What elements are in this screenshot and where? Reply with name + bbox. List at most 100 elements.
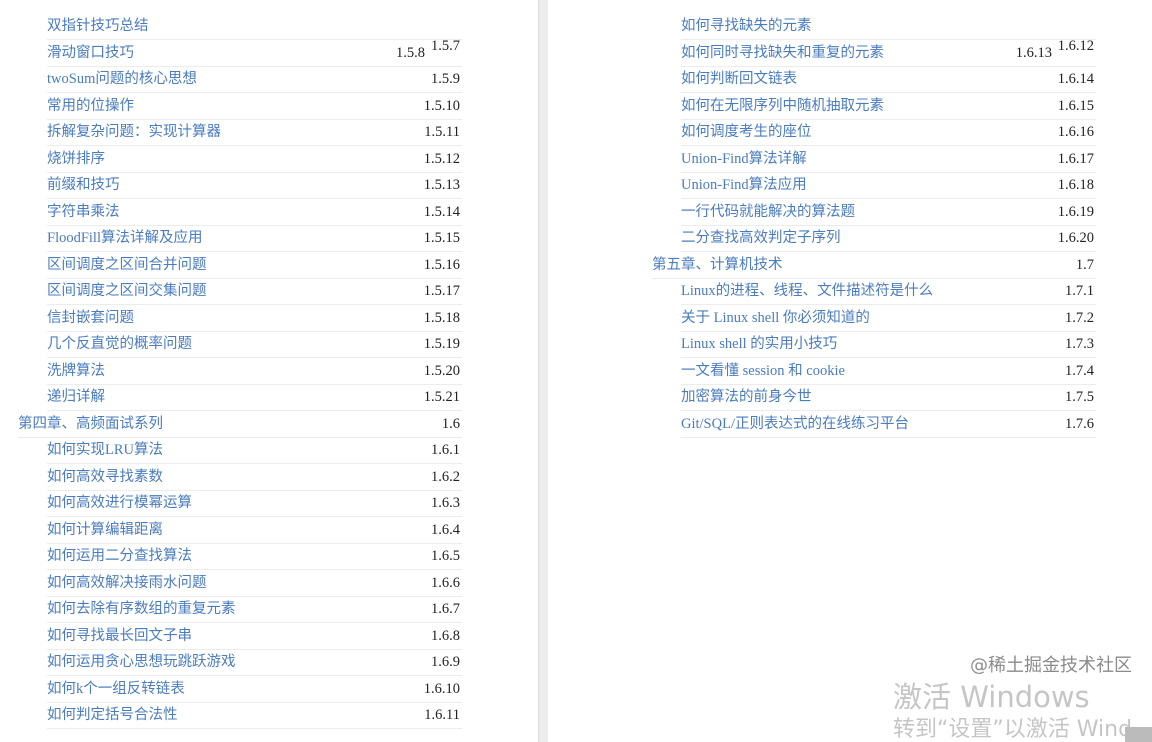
- toc-row: FloodFill算法详解及应用 1.5.15: [0, 225, 538, 252]
- toc-section-number: 1.7.3: [1065, 336, 1094, 352]
- toc-section-number: 1.6.9: [431, 654, 460, 670]
- toc-entry-link[interactable]: 关于 Linux shell 你必须知道的: [681, 309, 870, 326]
- row-divider: [47, 330, 462, 332]
- toc-entry-link[interactable]: 几个反直觉的概率问题: [47, 336, 192, 352]
- toc-entry-link[interactable]: 如何高效解决接雨水问题: [47, 574, 207, 591]
- row-divider: [47, 701, 462, 703]
- row-divider: [47, 569, 462, 570]
- toc-entry-link[interactable]: 如何k个一组反转链表: [47, 680, 185, 697]
- toc-section-number: 1.6.14: [1057, 71, 1094, 87]
- toc-entry-link[interactable]: 如何去除有序数组的重复元素: [47, 601, 236, 617]
- row-divider: [681, 304, 1096, 305]
- toc-row: 字符串乘法 1.5.14: [0, 199, 538, 226]
- toc-row: 如何高效进行模幂运算 1.6.3: [0, 490, 538, 517]
- toc-entry-link[interactable]: Union-Find算法详解: [681, 150, 807, 167]
- row-divider: [47, 92, 462, 93]
- toc-entry-link[interactable]: twoSum问题的核心思想: [47, 71, 197, 87]
- toc-entry-link[interactable]: 如何寻找最长回文子串: [47, 627, 192, 644]
- row-divider: [47, 118, 462, 120]
- toc-row: 区间调度之区间交集问题 1.5.17: [0, 278, 538, 305]
- toc-row: Git/SQL/正则表达式的在线练习平台 1.7.6: [548, 411, 1152, 438]
- toc-entry-link[interactable]: 双指针技巧总结: [47, 18, 149, 34]
- toc-row: 二分查找高效判定子序列 1.6.20: [548, 225, 1152, 252]
- row-divider: [681, 357, 1096, 358]
- toc-section-number: 1.5.21: [423, 389, 460, 405]
- row-divider: [47, 648, 462, 650]
- toc-section-number: 1.5.14: [423, 203, 460, 220]
- toc-chapter-link[interactable]: 第五章、计算机技术: [652, 256, 783, 273]
- toc-entry-link[interactable]: 如何寻找缺失的元素: [681, 18, 812, 34]
- toc-entry-link[interactable]: Linux shell 的实用小技巧: [681, 336, 838, 352]
- toc-section-number: 1.7.4: [1065, 362, 1094, 379]
- toc-entry-link[interactable]: 区间调度之区间合并问题: [47, 256, 207, 273]
- toc-entry-link[interactable]: FloodFill算法详解及应用: [47, 230, 203, 246]
- toc-row: 关于 Linux shell 你必须知道的 1.7.2: [548, 305, 1152, 332]
- toc-section-number: 1.5.16: [423, 256, 460, 273]
- row-divider: [47, 728, 462, 729]
- toc-section-number: 1.5.11: [424, 124, 460, 140]
- toc-row: 烧饼排序 1.5.12: [0, 146, 538, 173]
- toc-section-number: 1.6.6: [431, 574, 460, 591]
- toc-section-number: 1.5.17: [423, 283, 460, 299]
- toc-entry-link[interactable]: 滑动窗口技巧: [47, 44, 134, 61]
- toc-entry-link[interactable]: Git/SQL/正则表达式的在线练习平台: [681, 415, 909, 432]
- left-page: 双指针技巧总结 滑动窗口技巧 1.5.7 1.5.8 twoSum问题的核心思想 1.5.…: [0, 0, 538, 742]
- toc-entry-link[interactable]: 二分查找高效判定子序列: [681, 230, 841, 246]
- toc-row: 如何高效解决接雨水问题 1.6.6: [0, 570, 538, 597]
- toc-section-number: 1.6.20: [1057, 230, 1094, 246]
- toc-entry-link[interactable]: 烧饼排序: [47, 150, 105, 167]
- toc-section-number: 1.6.5: [431, 548, 460, 564]
- toc-row: 洗牌算法 1.5.20: [0, 358, 538, 385]
- toc-row: 如何计算编辑距离 1.6.4: [0, 517, 538, 544]
- toc-section-number: 1.6.18: [1057, 177, 1094, 193]
- toc-entry-link[interactable]: 如何判断回文链表: [681, 71, 797, 87]
- row-divider: [681, 145, 1096, 146]
- toc-entry-link[interactable]: 如何计算编辑距离: [47, 521, 163, 538]
- toc-entry-link[interactable]: 前缀和技巧: [47, 177, 120, 193]
- toc-entry-link[interactable]: 如何实现LRU算法: [47, 442, 163, 458]
- row-divider: [681, 224, 1096, 226]
- toc-entry-link[interactable]: 如何调度考生的座位: [681, 124, 812, 140]
- toc-row: 如何寻找缺失的元素: [548, 13, 1152, 40]
- toc-entry-link[interactable]: Union-Find算法应用: [681, 177, 807, 193]
- toc-row: 第五章、计算机技术 1.7: [548, 252, 1152, 279]
- toc-entry-link[interactable]: 如何高效进行模幂运算: [47, 495, 192, 511]
- row-divider: [652, 277, 1096, 279]
- toc-entry-link[interactable]: 区间调度之区间交集问题: [47, 283, 207, 299]
- row-divider: [47, 39, 462, 40]
- toc-row: 如何k个一组反转链表 1.6.10: [0, 676, 538, 703]
- toc-entry-link[interactable]: 如何在无限序列中随机抽取元素: [681, 97, 884, 114]
- toc-entry-link[interactable]: 加密算法的前身今世: [681, 389, 812, 405]
- toc-entry-link[interactable]: 如何高效寻找素数: [47, 468, 163, 485]
- row-divider: [47, 277, 462, 279]
- toc-entry-link[interactable]: Linux的进程、线程、文件描述符是什么: [681, 283, 934, 299]
- row-divider: [47, 516, 462, 517]
- toc-entry-link[interactable]: 如何同时寻找缺失和重复的元素: [681, 44, 884, 61]
- toc-entry-link[interactable]: 一文看懂 session 和 cookie: [681, 362, 845, 379]
- toc-chapter-link[interactable]: 第四章、高频面试系列: [18, 415, 163, 432]
- toc-entry-link[interactable]: 如何运用贪心思想玩跳跃游戏: [47, 654, 236, 670]
- toc-section-number: 1.5.15: [423, 230, 460, 246]
- toc-entry-link[interactable]: 信封嵌套问题: [47, 309, 134, 326]
- toc-section-number: 1.6: [441, 415, 460, 432]
- toc-entry-link[interactable]: 递归详解: [47, 389, 105, 405]
- toc-section-number: 1.6.16: [1057, 124, 1094, 140]
- toc-row: 双指针技巧总结: [0, 13, 538, 40]
- row-divider: [47, 463, 462, 464]
- row-divider: [47, 145, 462, 146]
- row-divider: [47, 304, 462, 305]
- toc-entry-link[interactable]: 一行代码就能解决的算法题: [681, 203, 855, 220]
- toc-entry-link[interactable]: 洗牌算法: [47, 362, 105, 379]
- toc-entry-link[interactable]: 常用的位操作: [47, 97, 134, 114]
- toc-section-number: 1.5.10: [423, 97, 460, 114]
- toc-section-number: 1.7: [1075, 256, 1094, 273]
- row-divider: [47, 251, 462, 252]
- toc-entry-link[interactable]: 如何判定括号合法性: [47, 707, 178, 723]
- toc-entry-link[interactable]: 如何运用二分查找算法: [47, 548, 192, 564]
- toc-entry-link[interactable]: 字符串乘法: [47, 203, 120, 220]
- toc-row: 如何实现LRU算法 1.6.1: [0, 437, 538, 464]
- toc-entry-link[interactable]: 拆解复杂问题：实现计算器: [47, 124, 221, 140]
- toc-section-number: 1.6.11: [424, 707, 460, 723]
- toc-section-number: 1.6.10: [423, 680, 460, 697]
- row-divider: [47, 198, 462, 199]
